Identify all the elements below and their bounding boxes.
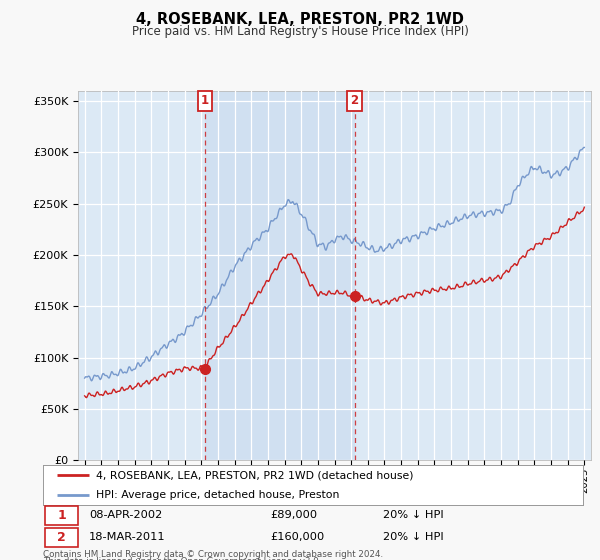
Text: This data is licensed under the Open Government Licence v3.0.: This data is licensed under the Open Gov… <box>43 557 322 560</box>
Text: 4, ROSEBANK, LEA, PRESTON, PR2 1WD: 4, ROSEBANK, LEA, PRESTON, PR2 1WD <box>136 12 464 27</box>
Text: Price paid vs. HM Land Registry's House Price Index (HPI): Price paid vs. HM Land Registry's House … <box>131 25 469 38</box>
Text: HPI: Average price, detached house, Preston: HPI: Average price, detached house, Pres… <box>96 489 340 500</box>
Text: 20% ↓ HPI: 20% ↓ HPI <box>383 510 444 520</box>
Text: £160,000: £160,000 <box>270 533 324 543</box>
Text: 1: 1 <box>57 509 66 522</box>
Text: Contains HM Land Registry data © Crown copyright and database right 2024.: Contains HM Land Registry data © Crown c… <box>43 550 383 559</box>
Text: 2: 2 <box>57 531 66 544</box>
Text: 08-APR-2002: 08-APR-2002 <box>89 510 163 520</box>
FancyBboxPatch shape <box>45 528 78 547</box>
Text: 1: 1 <box>201 95 209 108</box>
Text: 2: 2 <box>350 95 359 108</box>
Text: £89,000: £89,000 <box>270 510 317 520</box>
Bar <box>205 91 355 460</box>
FancyBboxPatch shape <box>45 506 78 525</box>
Text: 4, ROSEBANK, LEA, PRESTON, PR2 1WD (detached house): 4, ROSEBANK, LEA, PRESTON, PR2 1WD (deta… <box>96 470 413 480</box>
Text: 18-MAR-2011: 18-MAR-2011 <box>89 533 166 543</box>
Text: 20% ↓ HPI: 20% ↓ HPI <box>383 533 444 543</box>
